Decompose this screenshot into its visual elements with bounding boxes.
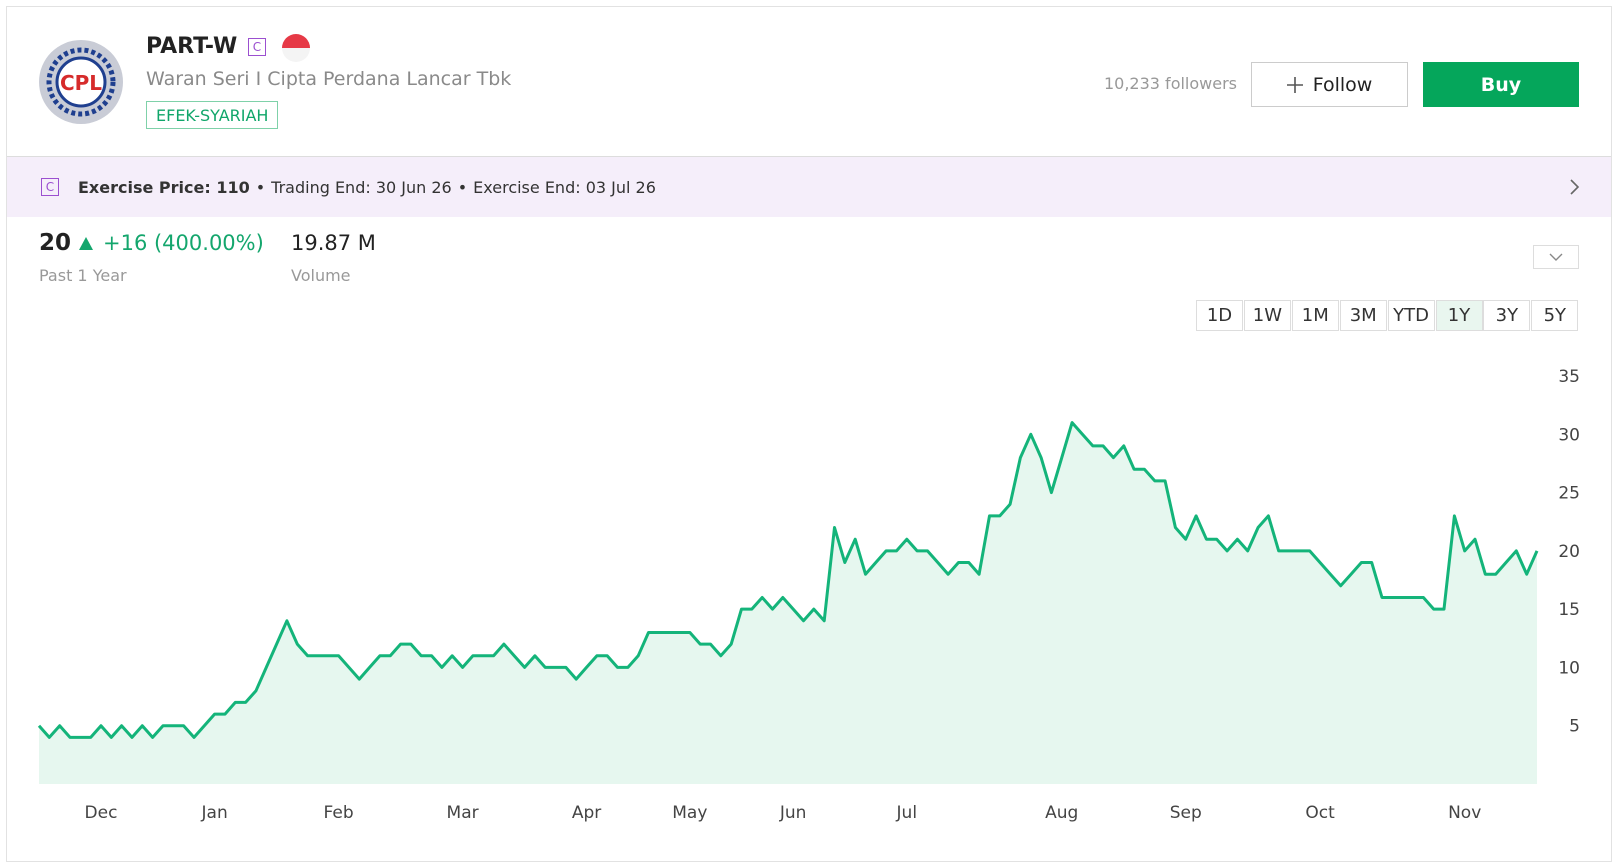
volume: 19.87 M (291, 231, 376, 255)
plus-icon (1286, 76, 1303, 93)
x-tick-label: Dec (85, 803, 118, 823)
flag (282, 34, 310, 62)
price-line (37, 421, 1539, 739)
dropdown[interactable] (1533, 245, 1579, 269)
separator: • (255, 177, 266, 197)
range-button[interactable]: YTD (1387, 300, 1435, 331)
buy-button[interactable]: Buy (1423, 62, 1579, 107)
x-tick-label: Jul (896, 803, 918, 823)
x-tick-label: Oct (1305, 803, 1335, 823)
x-tick-label: Aug (1045, 803, 1078, 823)
x-tick-label: Mar (447, 803, 479, 823)
y-tick-label: 15 (1558, 600, 1580, 620)
x-tick-label: Sep (1170, 803, 1202, 823)
y-tick-label: 20 (1558, 542, 1580, 562)
y-tick-label: 10 (1558, 658, 1580, 678)
banner[interactable]: C Exercise Price: 110 • Trading End: 30 … (7, 156, 1611, 217)
trading-end: Trading End: 30 Jun 26 (271, 177, 452, 197)
x-tick-label: Jun (779, 803, 807, 823)
up-arrow (79, 237, 93, 250)
dropdown-icon (1549, 253, 1563, 261)
x-tick-label: Jan (201, 803, 228, 823)
x-tick-label: Apr (572, 803, 601, 823)
x-tick-label: Feb (324, 803, 354, 823)
separator: • (457, 177, 468, 197)
range-button[interactable]: 3Y (1483, 300, 1531, 331)
y-tick-label: 25 (1558, 484, 1580, 504)
banner-badge: C (41, 178, 59, 196)
tag: EFEK-SYARIAH (146, 101, 279, 129)
range-button[interactable]: 5Y (1531, 300, 1579, 331)
chevron (1570, 179, 1580, 195)
follow-label: Follow (1312, 73, 1373, 96)
period: Past 1 Year (39, 266, 127, 285)
logo-text: CPL (60, 71, 102, 95)
x-tick-label: Nov (1448, 803, 1481, 823)
y-tick-label: 30 (1558, 425, 1580, 445)
company-name: Waran Seri I Cipta Perdana Lancar Tbk (146, 68, 512, 90)
range-button[interactable]: 1Y (1435, 300, 1483, 331)
badge: C (248, 38, 266, 56)
range-button[interactable]: 1D (1196, 300, 1243, 331)
volume-label: Volume (291, 266, 351, 285)
y-tick-label: 5 (1569, 717, 1580, 737)
followers: 10,233 followers (1103, 74, 1237, 93)
exercise-price: Exercise Price: 110 (78, 177, 250, 197)
range-button[interactable]: 3M (1339, 300, 1387, 331)
card (6, 6, 1612, 862)
price: 20 (39, 230, 72, 256)
y-tick-label: 35 (1558, 367, 1580, 387)
exercise-end: Exercise End: 03 Jul 26 (473, 177, 656, 197)
logo: CPL (39, 40, 123, 124)
x-tick-label: May (672, 803, 707, 823)
change: +16 (400.00%) (103, 231, 264, 255)
range-button[interactable]: 1M (1291, 300, 1339, 331)
ticker: PART-W (146, 34, 238, 59)
follow-button[interactable]: Follow (1251, 62, 1408, 107)
range-button[interactable]: 1W (1243, 300, 1291, 331)
